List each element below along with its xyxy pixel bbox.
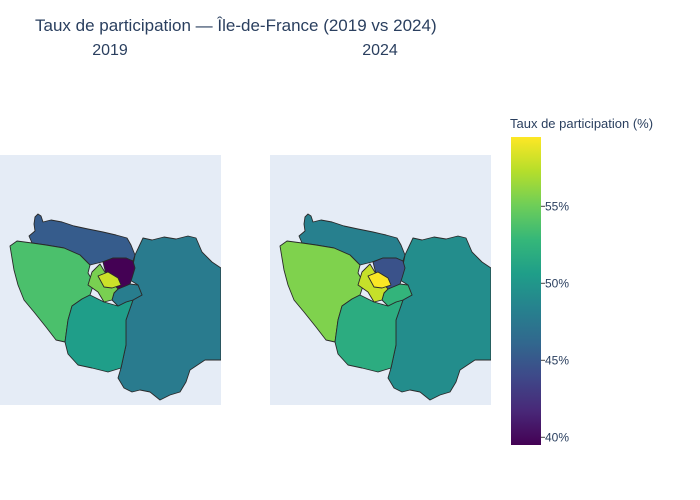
region-essonne[interactable] [334, 294, 404, 373]
map-2024 [270, 155, 491, 405]
region-paris[interactable] [367, 271, 392, 289]
colorbar-title: Taux de participation (%) [510, 116, 653, 131]
chart-title: Taux de participation — Île-de-France (2… [35, 16, 437, 35]
colorbar-tick-label: 45% [545, 353, 569, 367]
colorbar-tick-label: 50% [545, 276, 569, 290]
subtitle-2024: 2024 [362, 42, 398, 59]
map-2019 [0, 155, 221, 405]
subtitle-2019: 2019 [92, 42, 128, 59]
region-essonne[interactable] [64, 294, 134, 373]
colorbar-tick-label: 40% [545, 430, 569, 444]
colorbar-tick-label: 55% [545, 199, 569, 213]
colorbar: Taux de participation (%) 40% 45% 50% 55% [510, 116, 653, 445]
colorbar-gradient [511, 137, 541, 445]
region-paris[interactable] [97, 271, 122, 289]
